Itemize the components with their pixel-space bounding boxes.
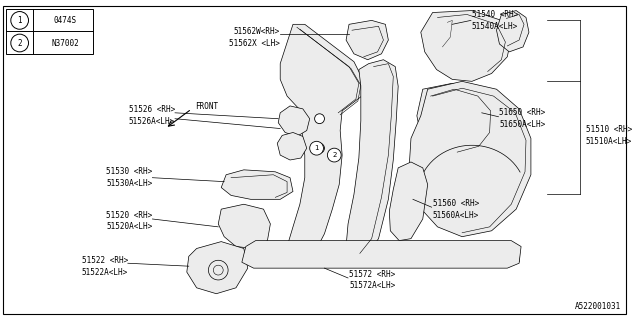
Text: 51526 <RH>
51526A<LH>: 51526 <RH> 51526A<LH> xyxy=(129,105,175,126)
Text: FRONT: FRONT xyxy=(195,102,218,111)
Text: 51560 <RH>
51560A<LH>: 51560 <RH> 51560A<LH> xyxy=(433,199,479,220)
Polygon shape xyxy=(278,106,310,136)
Text: 2: 2 xyxy=(332,152,337,158)
Polygon shape xyxy=(221,170,293,199)
Text: 51650 <RH>
51650A<LH>: 51650 <RH> 51650A<LH> xyxy=(499,108,546,129)
Polygon shape xyxy=(280,24,364,263)
Circle shape xyxy=(315,114,324,124)
Polygon shape xyxy=(277,132,307,160)
Text: 51572 <RH>
51572A<LH>: 51572 <RH> 51572A<LH> xyxy=(349,269,396,290)
Polygon shape xyxy=(420,11,511,81)
Text: 51562W<RH>
51562X <LH>: 51562W<RH> 51562X <LH> xyxy=(229,27,280,47)
Polygon shape xyxy=(346,20,388,60)
Text: 51510 <RH>
51510A<LH>: 51510 <RH> 51510A<LH> xyxy=(586,125,632,146)
Text: A522001031: A522001031 xyxy=(575,302,621,311)
Bar xyxy=(423,245,440,261)
Bar xyxy=(501,245,519,261)
Circle shape xyxy=(310,141,323,155)
Bar xyxy=(344,245,362,261)
Text: 51520 <RH>
51520A<LH>: 51520 <RH> 51520A<LH> xyxy=(106,211,152,231)
Polygon shape xyxy=(346,60,398,256)
Circle shape xyxy=(315,143,324,153)
Text: 1: 1 xyxy=(17,16,22,25)
Text: 2: 2 xyxy=(17,38,22,47)
Polygon shape xyxy=(409,81,531,237)
Bar xyxy=(292,245,309,261)
Text: 1: 1 xyxy=(314,145,319,151)
Bar xyxy=(371,245,388,261)
Text: 51530 <RH>
51530A<LH>: 51530 <RH> 51530A<LH> xyxy=(106,167,152,188)
Bar xyxy=(397,245,414,261)
Bar xyxy=(6,9,93,54)
Polygon shape xyxy=(389,162,428,241)
Polygon shape xyxy=(187,242,248,294)
Text: N37002: N37002 xyxy=(51,38,79,47)
Bar xyxy=(318,245,335,261)
Text: 0474S: 0474S xyxy=(53,16,76,25)
Polygon shape xyxy=(497,11,529,52)
Circle shape xyxy=(328,148,341,162)
Text: 51540 <RH>
51540A<LH>: 51540 <RH> 51540A<LH> xyxy=(472,10,518,31)
Polygon shape xyxy=(218,204,270,249)
Polygon shape xyxy=(242,241,521,268)
Polygon shape xyxy=(417,83,497,155)
Bar xyxy=(475,245,493,261)
Bar xyxy=(266,245,283,261)
Polygon shape xyxy=(438,101,476,132)
Bar xyxy=(449,245,467,261)
Text: 51522 <RH>
51522A<LH>: 51522 <RH> 51522A<LH> xyxy=(81,256,128,276)
